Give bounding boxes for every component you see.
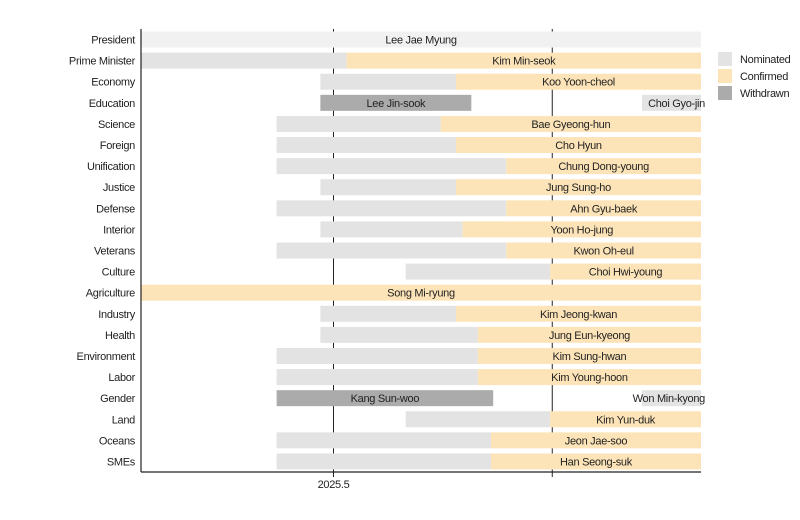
person-label: Ahn Gyu-baek (570, 203, 638, 215)
bar-labels: Lee Jae Myung Kim Min-seok Koo Yoon-cheol L… (351, 35, 706, 469)
bar-nominated (641, 94, 701, 111)
y-tick-label: Foreign (100, 140, 135, 152)
bar-nominated (141, 31, 701, 48)
legend-label: Confirmed (740, 71, 788, 83)
y-tick-label: Defense (96, 203, 135, 215)
y-tick-label: Agriculture (86, 288, 135, 300)
person-label: Kwon Oh-eul (574, 246, 634, 258)
person-label: Kim Young-hoon (551, 372, 628, 384)
bar-confirmed (456, 305, 701, 322)
bar-nominated (320, 305, 456, 322)
bar-confirmed (550, 411, 701, 428)
legend-swatch (718, 52, 732, 66)
bar-confirmed (440, 115, 701, 132)
person-label: Kim Min-seok (492, 56, 556, 68)
bar-nominated (276, 137, 456, 154)
person-label: Jeon Jae-soo (565, 435, 628, 447)
bar-nominated (276, 347, 478, 364)
x-tick-label: 2025.5 (318, 479, 350, 491)
person-label: Lee Jae Myung (385, 35, 456, 47)
person-label: Song Mi-ryung (387, 288, 455, 300)
legend: Nominated Confirmed Withdrawn (718, 52, 791, 100)
person-label: Bae Gyeong-hun (531, 119, 610, 131)
person-label: Choi Gyo-jin (648, 98, 705, 110)
bar-confirmed (456, 73, 701, 90)
person-label: Jung Sung-ho (546, 182, 611, 194)
bar-nominated (320, 221, 463, 238)
y-tick-label: President (91, 35, 135, 47)
person-label: Yoon Ho-jung (550, 224, 613, 236)
bar-confirmed (477, 347, 701, 364)
y-tick-label: SMEs (107, 456, 136, 468)
bar-nominated (276, 369, 478, 386)
person-label: Han Seong-suk (560, 456, 633, 468)
y-tick-label: Justice (103, 182, 135, 194)
bar-nominated (320, 179, 456, 196)
bar-withdrawn (276, 390, 494, 407)
person-label: Choi Hwi-young (589, 267, 663, 279)
bar-nominated (641, 390, 701, 407)
bar-nominated (276, 115, 441, 132)
y-tick-label: Health (105, 330, 135, 342)
person-label: Kim Yun-duk (596, 414, 656, 426)
bar-confirmed (477, 326, 701, 343)
legend-swatch (718, 86, 732, 100)
y-tick-label: Education (89, 98, 135, 110)
bar-nominated (276, 158, 507, 175)
y-tick-label: Labor (108, 372, 135, 384)
bar-confirmed (477, 369, 701, 386)
person-label: Cho Hyun (555, 140, 602, 152)
person-label: Jung Eun-kyeong (549, 330, 630, 342)
bar-nominated (320, 326, 478, 343)
person-label: Kang Sun-woo (351, 393, 420, 405)
bar-confirmed (506, 242, 701, 259)
bar-confirmed (491, 432, 701, 449)
bars (141, 31, 701, 470)
y-tick-label: Culture (102, 267, 136, 279)
y-tick-label: Industry (98, 309, 136, 321)
y-tick-label: Veterans (94, 246, 136, 258)
y-tick-label: Interior (103, 224, 135, 236)
y-axis: President Prime Minister Economy Education S… (69, 29, 142, 472)
person-label: Chung Dong-young (558, 161, 649, 173)
bar-nominated (405, 411, 551, 428)
y-tick-label: Gender (100, 393, 136, 405)
bar-confirmed (141, 284, 701, 301)
y-tick-label: Science (98, 119, 135, 131)
person-label: Won Min-kyong (633, 393, 705, 405)
bar-nominated (141, 52, 347, 69)
x-axis: 2025.5 (141, 471, 701, 491)
bar-nominated (276, 453, 491, 470)
bar-confirmed (456, 179, 701, 196)
y-tick-label: Environment (77, 351, 136, 363)
person-label: Lee Jin-sook (366, 98, 426, 110)
bar-nominated (405, 263, 551, 280)
bar-nominated (320, 73, 456, 90)
person-label: Kim Sung-hwan (553, 351, 627, 363)
bar-confirmed (506, 200, 701, 217)
y-tick-label: Land (112, 414, 135, 426)
y-tick-label: Economy (91, 77, 136, 89)
y-tick-label: Oceans (99, 435, 136, 447)
legend-label: Nominated (740, 54, 791, 66)
y-tick-label: Unification (87, 161, 135, 173)
person-label: Kim Jeong-kwan (540, 309, 617, 321)
legend-swatch (718, 69, 732, 83)
bar-nominated (276, 200, 507, 217)
bar-withdrawn (320, 94, 472, 111)
legend-label: Withdrawn (740, 88, 789, 100)
y-tick-label: Prime Minister (69, 56, 136, 68)
bar-nominated (276, 242, 507, 259)
person-label: Koo Yoon-cheol (542, 77, 615, 89)
bar-confirmed (491, 453, 701, 470)
bar-confirmed (506, 158, 701, 175)
bar-confirmed (346, 52, 701, 69)
bar-confirmed (462, 221, 701, 238)
bar-confirmed (456, 137, 701, 154)
bar-confirmed (550, 263, 701, 280)
bar-nominated (276, 432, 491, 449)
